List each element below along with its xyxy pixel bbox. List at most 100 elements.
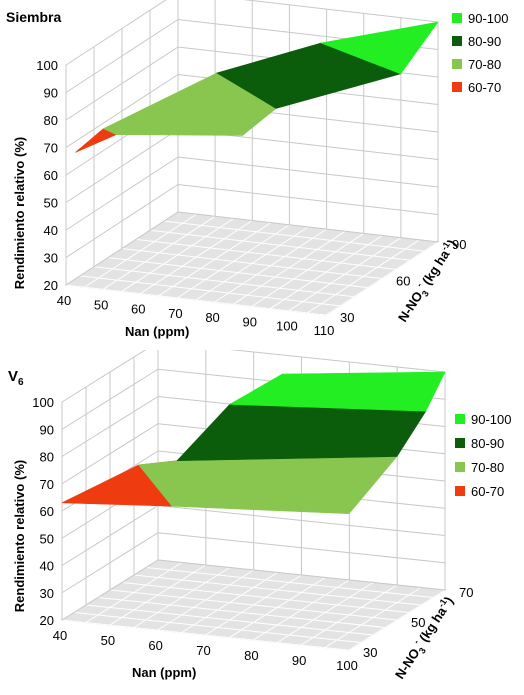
surface-band-90-100 (228, 371, 446, 412)
z-tick-label: 90 (44, 86, 58, 101)
surface-band-80-90 (176, 404, 427, 462)
z-tick-label: 100 (32, 395, 54, 410)
floor-gridline (65, 284, 327, 316)
chart-title: Siembra (6, 9, 61, 25)
legend-swatch (452, 13, 462, 23)
x-tick-label: 110 (314, 323, 335, 338)
floor-gridline (163, 220, 425, 252)
z-tick-label: 80 (44, 113, 58, 128)
legend-label: 80-90 (468, 34, 501, 49)
legend-swatch (452, 59, 462, 69)
back-wall-gridline (177, 211, 439, 243)
floor-gridline (133, 574, 422, 606)
legend-label: 90-100 (471, 412, 511, 427)
chart-siembra: 20 30 40 50 60 70 80 90 100 40 50 60 70 80 90 100 110 30 6… (6, 0, 508, 339)
x-tick-label: 60 (131, 302, 145, 317)
z-tick-label: 20 (44, 278, 58, 293)
x-tick-label: 40 (57, 293, 71, 308)
y-tick-label: 90 (452, 237, 466, 252)
x-axis-label: Nan (ppm) (132, 665, 196, 680)
tick-labels: 20 30 40 50 60 70 80 90 100 40 50 60 70 80 90 100 30 50 70 (32, 395, 473, 673)
y-tick-label: 70 (459, 585, 473, 600)
surface-band-70-80 (138, 456, 398, 515)
legend-label: 70-80 (468, 57, 501, 72)
surface-band-90-100 (319, 21, 439, 75)
x-tick-label: 70 (168, 306, 182, 321)
z-axis-label: Rendimiento relativo (%) (12, 460, 27, 612)
floor-gridline (61, 619, 350, 651)
back-wall-gridline (157, 559, 446, 591)
floor-gridline (145, 567, 434, 598)
legend-label: 70-80 (471, 460, 504, 475)
floor-gridline (79, 275, 341, 307)
floor-gridline (97, 597, 386, 628)
legend-swatch (455, 438, 465, 448)
chart-v6: 20 30 40 50 60 70 80 90 100 40 50 60 70 80 90 100 30 50 70… (8, 341, 511, 682)
chart-panel-v6: 20 30 40 50 60 70 80 90 100 40 50 60 70 80 90 100 30 50 70… (0, 341, 524, 690)
legend-label: 80-90 (471, 436, 504, 451)
z-tick-label: 30 (44, 251, 58, 266)
x-tick-label: 90 (242, 314, 256, 329)
back-wall-gridline (157, 505, 446, 536)
x-tick-label: 60 (148, 638, 162, 653)
legend-label: 90-100 (468, 11, 508, 26)
floor-gridline (149, 229, 411, 261)
floor-gridline (109, 589, 398, 621)
z-axis-label: Rendimiento relativo (%) (12, 137, 27, 289)
y-tick-label: 30 (363, 645, 377, 660)
legend: 90-100 80-90 70-80 60-70 (455, 412, 511, 499)
floor-gridline (121, 248, 383, 279)
z-tick-label: 60 (40, 504, 54, 519)
z-tick-label: 50 (40, 531, 54, 546)
y-tick-label: 60 (396, 274, 410, 289)
back-wall-gridline (177, 184, 439, 215)
legend-swatch (452, 82, 462, 92)
z-tick-label: 30 (40, 586, 54, 601)
x-tick-label: 100 (276, 319, 298, 334)
surface (75, 21, 439, 153)
floor-gridline (121, 582, 410, 613)
back-wall-gridline (157, 532, 446, 564)
tick-labels: 20 30 40 50 60 70 80 90 100 40 50 60 70 80 90 100 110 30 6… (36, 58, 466, 338)
z-tick-label: 50 (44, 196, 58, 211)
z-tick-label: 80 (40, 450, 54, 465)
legend: 90-100 80-90 70-80 60-70 (452, 11, 508, 95)
grid (60, 341, 447, 651)
surface-band-60-70 (75, 128, 118, 153)
x-tick-label: 80 (205, 310, 219, 325)
z-tick-label: 90 (40, 422, 54, 437)
floor-gridline (135, 238, 397, 270)
legend-swatch (452, 36, 462, 46)
back-wall-gridline (242, 0, 439, 23)
y-tick-label: 50 (411, 615, 425, 630)
floor-gridline (107, 257, 369, 289)
grid (64, 0, 440, 316)
z-tick-label: 40 (40, 559, 54, 574)
legend-swatch (455, 486, 465, 496)
x-tick-label: 90 (292, 653, 306, 668)
x-axis-label: Nan (ppm) (125, 324, 189, 339)
x-tick-label: 50 (101, 633, 115, 648)
z-tick-label: 70 (40, 477, 54, 492)
z-tick-label: 60 (44, 168, 58, 183)
z-tick-label: 20 (40, 613, 54, 628)
floor-gridline (85, 604, 374, 636)
x-tick-label: 100 (336, 658, 358, 673)
floor-gridline (93, 266, 355, 298)
z-tick-label: 40 (44, 223, 58, 238)
x-tick-label: 70 (196, 643, 210, 658)
floor-gridline (73, 612, 362, 643)
x-tick-label: 80 (244, 648, 258, 663)
legend-label: 60-70 (471, 484, 504, 499)
chart-title: V6 (8, 368, 24, 388)
back-wall-gridline (177, 156, 439, 188)
x-tick-label: 50 (94, 297, 108, 312)
z-tick-label: 70 (44, 141, 58, 156)
surface (61, 371, 446, 515)
x-tick-label: 40 (53, 628, 67, 643)
chart-panel-siembra: 20 30 40 50 60 70 80 90 100 40 50 60 70 80 90 100 110 30 6… (6, 0, 508, 339)
legend-swatch (455, 462, 465, 472)
legend-label: 60-70 (468, 80, 501, 95)
y-tick-label: 30 (340, 310, 354, 325)
legend-swatch (455, 414, 465, 424)
